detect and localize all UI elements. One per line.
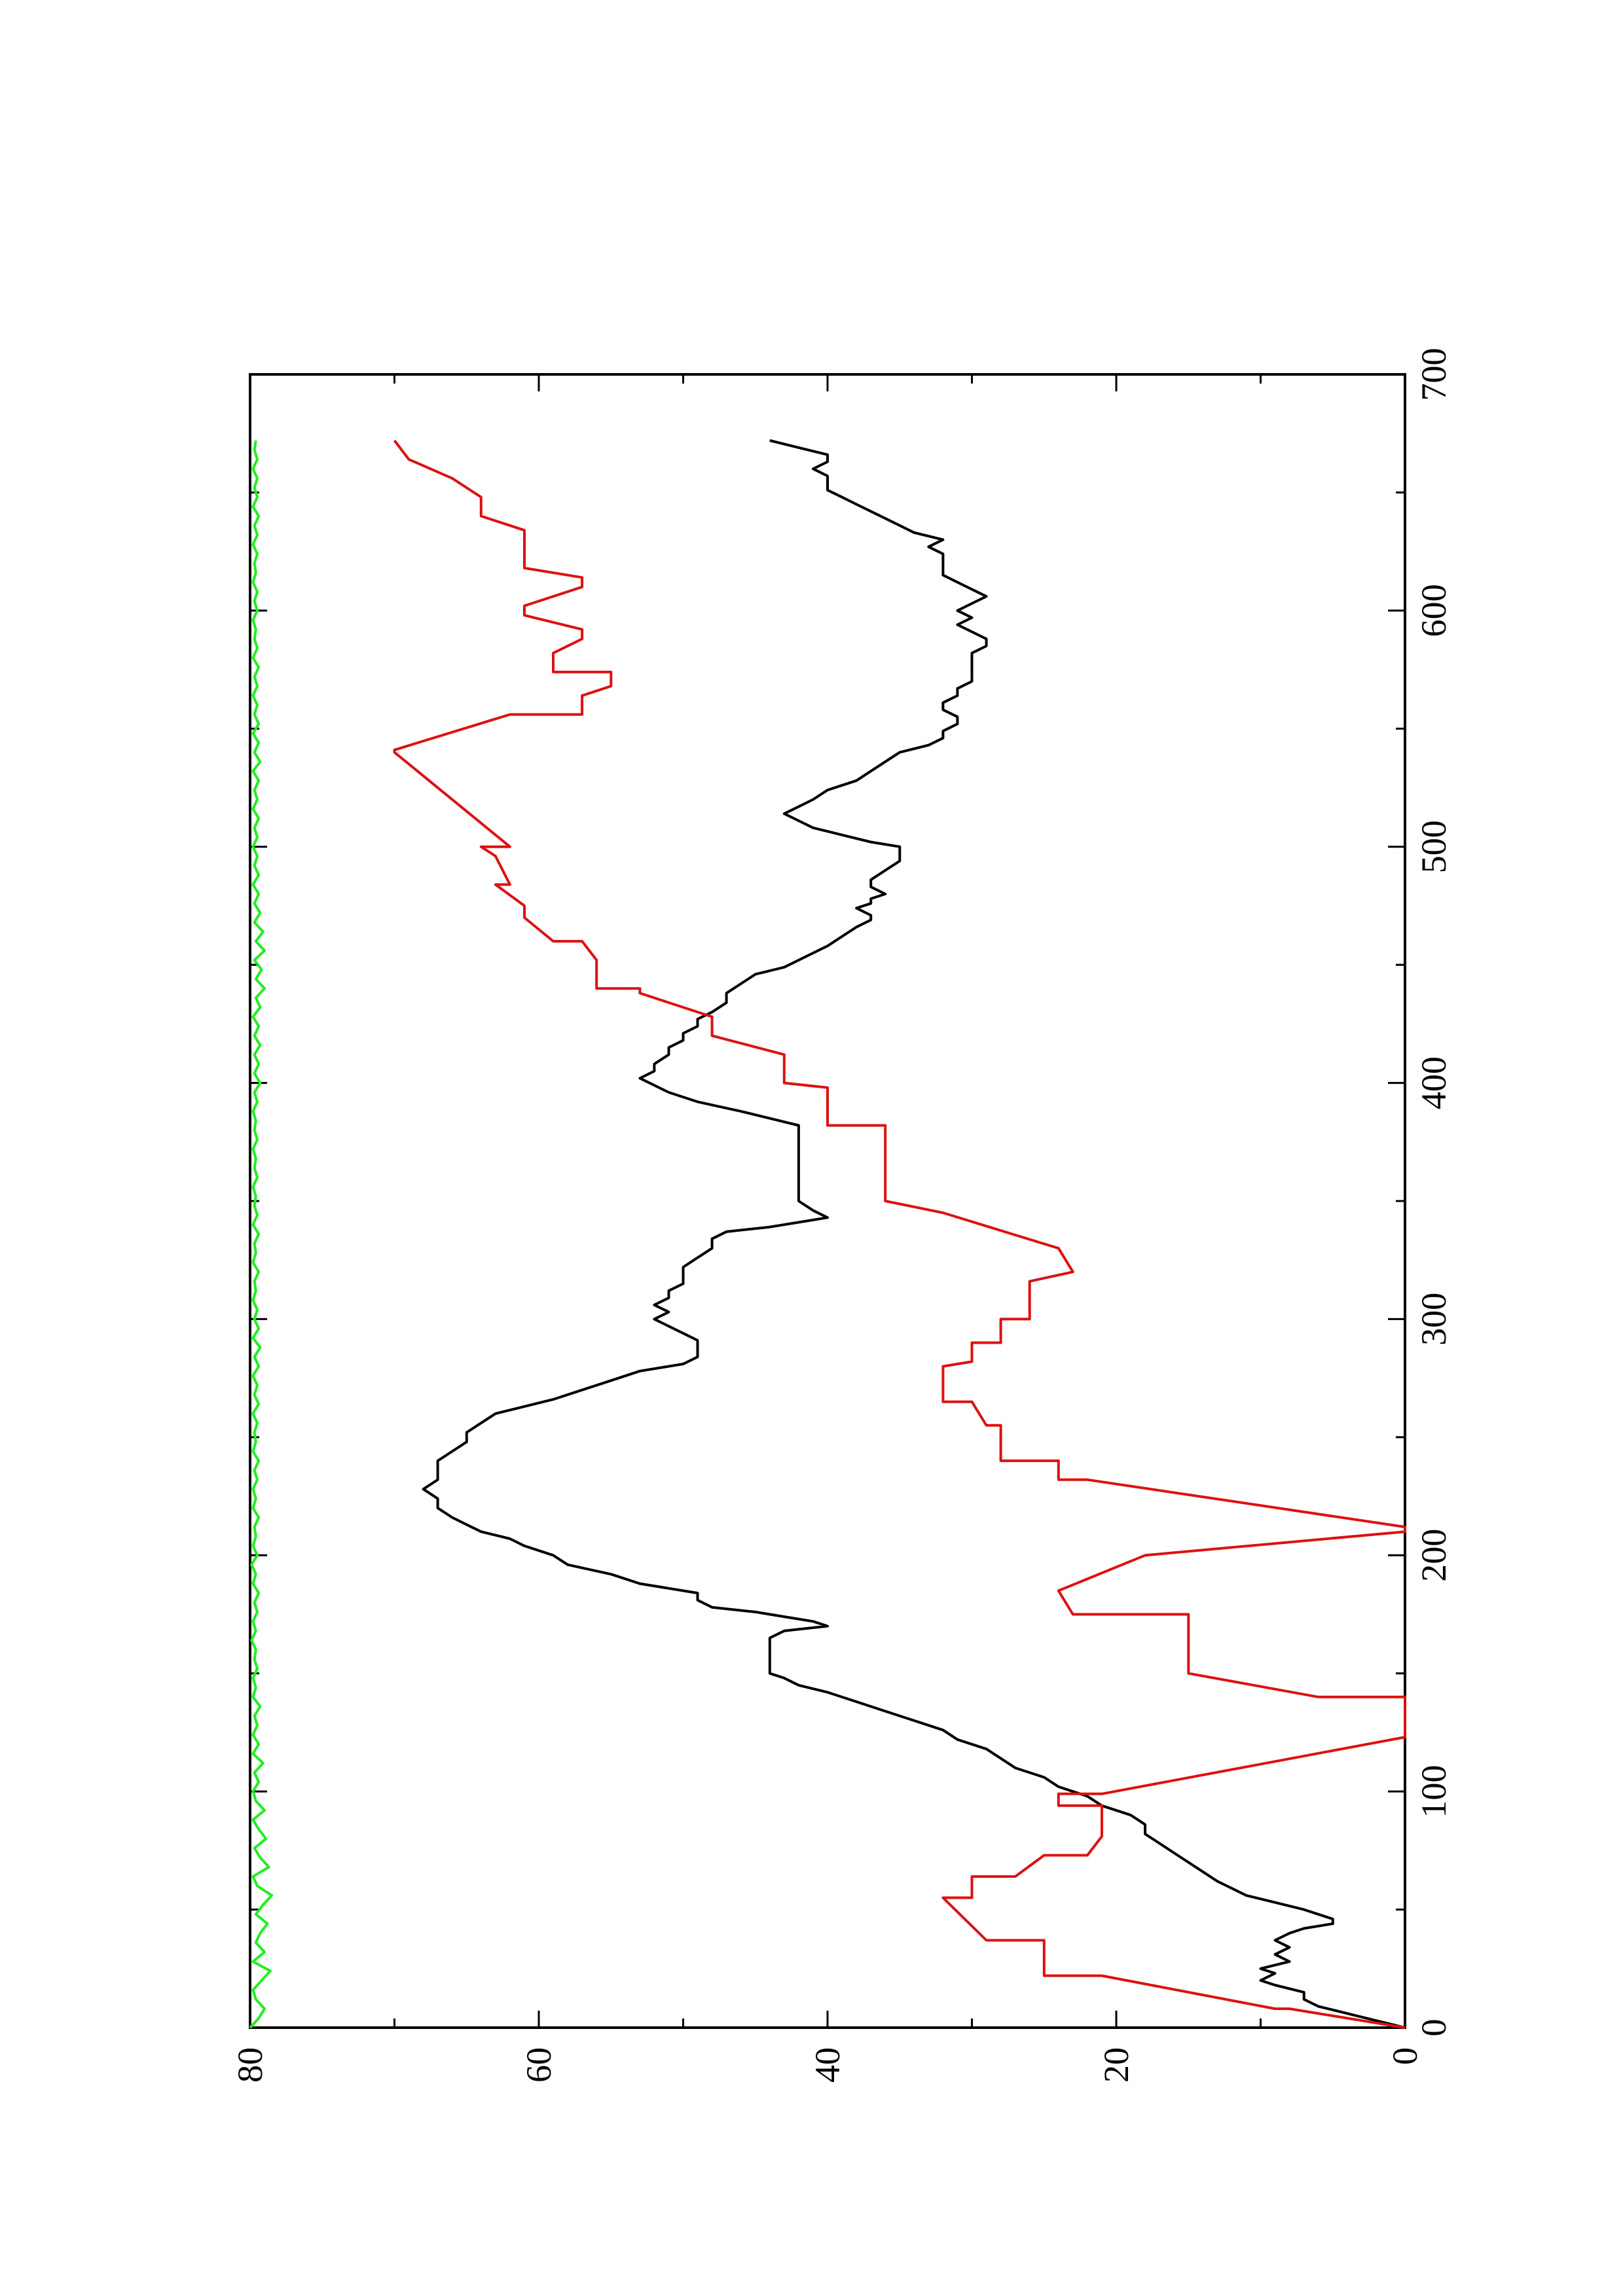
y-tick-label: 60	[519, 2047, 558, 2083]
series-line-2	[393, 439, 1406, 2029]
series-group	[249, 439, 1406, 2029]
y-tick-label: 0	[1385, 2047, 1425, 2065]
y-tick-label: 20	[1097, 2047, 1136, 2083]
x-tick-label: 600	[1414, 584, 1453, 637]
series-line-1	[422, 439, 1406, 2029]
plot-frame	[249, 373, 1406, 2029]
series-line-3	[249, 440, 274, 2029]
x-tick-label: 500	[1414, 820, 1453, 873]
x-tick-label: 300	[1414, 1293, 1453, 1346]
x-tick-label: 700	[1414, 348, 1453, 401]
y-tick-label: 80	[230, 2047, 270, 2083]
axis-tick-labels: 0 100 200 300 400 500 600 700 0 20 40 60 80	[230, 348, 1453, 2083]
axis-ticks	[249, 373, 1406, 2029]
x-tick-label: 400	[1414, 1056, 1453, 1109]
x-tick-label: 100	[1414, 1765, 1453, 1818]
y-tick-label: 40	[808, 2047, 847, 2083]
x-tick-label: 200	[1414, 1529, 1453, 1582]
x-tick-label: 0	[1414, 2019, 1453, 2037]
